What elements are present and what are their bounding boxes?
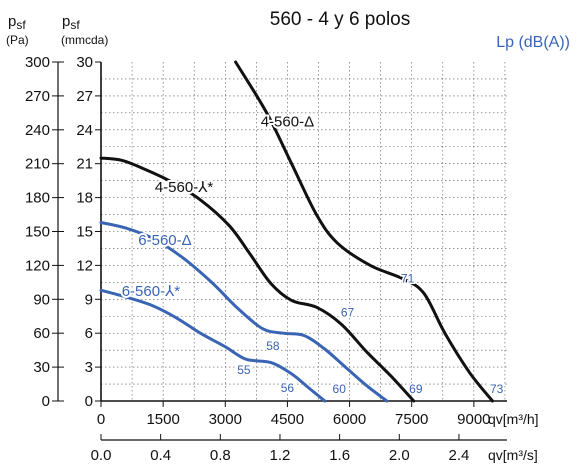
series-label-4-560: 4-560-⅄* (155, 179, 214, 196)
series-lines (99, 60, 494, 403)
mmcda-tick-label: 6 (85, 325, 93, 342)
m3s-tick-label: 0.0 (91, 447, 112, 464)
series-labels: 4-560-Δ 71 73 4-560-⅄* 67 69 6-560-Δ 58 60 6-560-… (120, 111, 505, 397)
grid (101, 62, 507, 401)
m3s-tick-label: 1.2 (270, 447, 291, 464)
pa-tick-label: 90 (33, 291, 50, 308)
m3h-tick-label: 0 (97, 411, 105, 428)
mmcda-tick-label: 9 (85, 291, 93, 308)
noise-label-6-560: 55 (237, 363, 251, 377)
mmcda-tick-label: 12 (76, 257, 93, 274)
mmcda-tick-label: 27 (76, 88, 93, 105)
series-label-6-560: 6-560-Δ (138, 232, 191, 249)
m3h-tick-label: 4500 (271, 411, 304, 428)
mmcda-tick-label: 21 (76, 156, 93, 173)
axis-labels: psf (Pa) psf (mmcda) qv[m³/h] qv[m³/s] (6, 13, 539, 463)
m3s-tick-label: 0.4 (150, 447, 171, 464)
y-axis-mmcda-label: psf (62, 13, 80, 32)
pa-tick-label: 210 (25, 156, 50, 173)
noise-label-4-560: 71 (401, 271, 415, 285)
pa-tick-label: 60 (33, 325, 50, 342)
series-label-6-560: 6-560-⅄* (122, 283, 181, 300)
mmcda-tick-label: 15 (76, 224, 93, 241)
series-line-4-560 (99, 156, 416, 403)
y-axis-pa-unit: (Pa) (6, 33, 29, 47)
m3h-tick-label: 9000 (457, 411, 490, 428)
m3s-tick-label: 1.6 (329, 447, 350, 464)
pa-tick-label: 300 (25, 54, 50, 71)
m3h-tick-label: 6000 (333, 411, 366, 428)
pa-tick-label: 0 (42, 393, 50, 410)
noise-label-4-560: 67 (341, 305, 355, 319)
pa-tick-label: 120 (25, 257, 50, 274)
x-axis-m3s-label: qv[m³/s] (488, 447, 538, 463)
mmcda-tick-label: 0 (85, 393, 93, 410)
axes (52, 61, 507, 441)
noise-label-6-560: 60 (333, 382, 347, 396)
m3s-tick-label: 0.8 (210, 447, 231, 464)
mmcda-tick-label: 3 (85, 359, 93, 376)
noise-label-4-560: 69 (409, 382, 423, 396)
mmcda-tick-label: 30 (76, 54, 93, 71)
mmcda-tick-label: 24 (76, 122, 93, 139)
m3h-tick-label: 3000 (209, 411, 242, 428)
mmcda-tick-label: 18 (76, 190, 93, 207)
y-axis-mmcda-unit: (mmcda) (61, 33, 108, 47)
pa-tick-label: 150 (25, 224, 50, 241)
m3h-tick-label: 1500 (146, 411, 179, 428)
series-line-6-560 (99, 221, 389, 403)
series-line-6-560 (99, 288, 327, 403)
noise-label-6-560: 56 (281, 381, 295, 395)
series-label-4-560: 4-560-Δ (261, 113, 314, 130)
series-line-4-560 (234, 60, 494, 403)
x-axis-m3h-label: qv[m³/h] (488, 411, 539, 427)
noise-label-4-560: 73 (490, 382, 504, 396)
m3s-tick-label: 2.4 (449, 447, 470, 464)
pa-tick-label: 270 (25, 88, 50, 105)
pa-tick-label: 180 (25, 190, 50, 207)
pa-tick-label: 240 (25, 122, 50, 139)
m3s-tick-label: 2.0 (389, 447, 410, 464)
pa-tick-label: 30 (33, 359, 50, 376)
m3h-tick-label: 7500 (395, 411, 428, 428)
noise-label-6-560: 58 (266, 339, 280, 353)
chart-title: 560 - 4 y 6 polos (270, 9, 410, 30)
lp-label: Lp (dB(A)) (496, 34, 570, 51)
y-axis-pa-label: psf (8, 13, 26, 32)
